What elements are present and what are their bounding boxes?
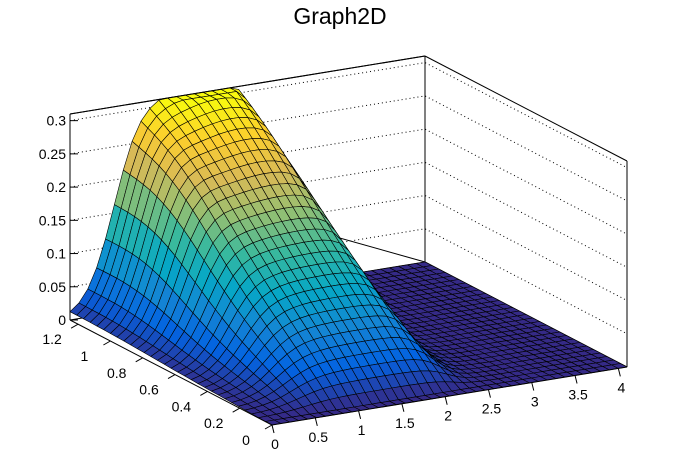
- x-tick-label: 1: [358, 422, 366, 438]
- x-tick-label: 0.5: [309, 429, 329, 445]
- y-axis: 0 0.2 0.4 0.6 0.8 1 1.2: [42, 323, 273, 448]
- z-axis: 0 0.05 0.1 0.15 0.2 0.25 0.3: [39, 113, 78, 328]
- x-tick-label: 4: [617, 379, 625, 395]
- y-tick-label: 1: [81, 348, 89, 364]
- y-tick-label: 0.8: [107, 365, 127, 381]
- y-tick-label: 0: [242, 432, 250, 448]
- y-tick-label: 0.4: [172, 398, 192, 414]
- x-tick-label: 3: [531, 394, 539, 410]
- x-tick-label: 1.5: [395, 415, 415, 431]
- x-axis: 0 0.5 1 1.5 2 2.5 3 3.5 4: [271, 368, 625, 452]
- axis-frame: [69, 55, 628, 426]
- y-tick-label: 1.2: [42, 331, 62, 347]
- z-tick-label: 0: [58, 312, 66, 328]
- chart-title: Graph2D: [293, 3, 386, 29]
- z-tick-label: 0.25: [39, 146, 66, 162]
- x-tick-label: 2.5: [482, 401, 502, 417]
- z-tick-label: 0.2: [47, 179, 67, 195]
- y-tick-label: 0.2: [204, 415, 224, 431]
- z-tick-label: 0.05: [39, 279, 66, 295]
- x-tick-label: 2: [444, 408, 452, 424]
- z-tick-label: 0.1: [47, 246, 67, 262]
- x-tick-label: 3.5: [568, 386, 588, 402]
- z-tick-label: 0.3: [47, 113, 67, 129]
- x-tick-label: 0: [271, 436, 279, 452]
- y-tick-label: 0.6: [139, 382, 159, 398]
- surface-plot: [69, 87, 628, 426]
- z-tick-label: 0.15: [39, 212, 66, 228]
